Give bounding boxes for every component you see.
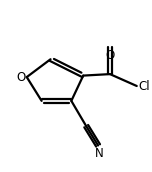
- Text: O: O: [105, 49, 115, 62]
- Text: O: O: [16, 71, 25, 84]
- Text: Cl: Cl: [138, 79, 150, 93]
- Text: N: N: [95, 147, 104, 160]
